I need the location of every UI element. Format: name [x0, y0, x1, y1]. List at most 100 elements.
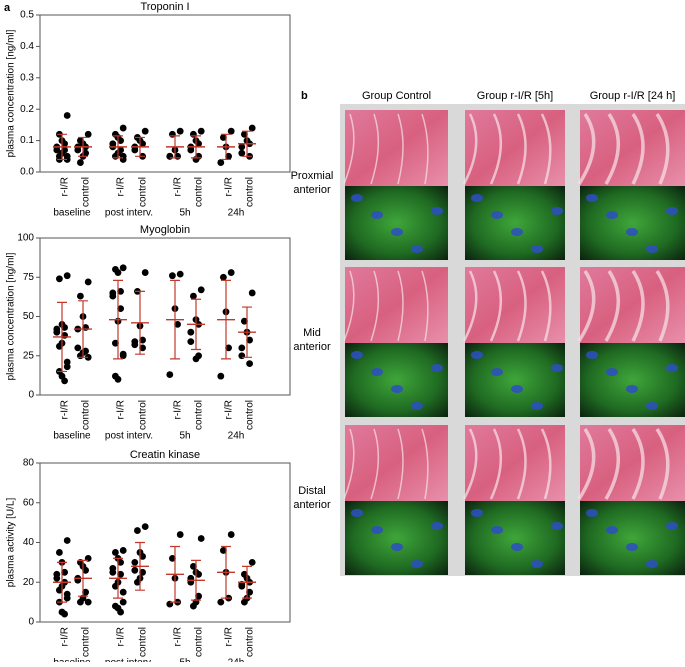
- x-tick-label: control: [194, 400, 205, 430]
- data-point: [238, 352, 246, 360]
- data-point: [63, 594, 71, 602]
- data-point: [63, 112, 71, 119]
- data-point: [74, 146, 82, 154]
- tissue-streak: [421, 428, 429, 500]
- row-label: anterior: [293, 184, 331, 196]
- data-point: [117, 558, 124, 566]
- panel-label: a: [4, 2, 11, 14]
- tissue-streak: [655, 113, 670, 185]
- data-point: [61, 610, 68, 618]
- group-label: 5h: [179, 658, 190, 662]
- data-point: [225, 344, 233, 352]
- tissue-streak: [462, 113, 478, 185]
- data-point: [56, 342, 63, 350]
- data-point: [176, 127, 184, 135]
- data-point: [114, 375, 122, 383]
- x-tick-label: control: [138, 400, 149, 430]
- tissue-streak: [421, 113, 429, 185]
- x-tick-label: r-I/R: [60, 400, 71, 419]
- nucleus: [551, 364, 563, 372]
- data-point: [119, 547, 127, 554]
- data-point: [119, 588, 127, 596]
- data-point: [238, 582, 246, 590]
- row-label: anterior: [293, 499, 331, 511]
- data-point: [238, 344, 246, 352]
- data-point: [61, 377, 68, 385]
- data-point: [227, 127, 235, 135]
- y-tick-label: 0: [28, 617, 34, 628]
- data-point: [192, 355, 200, 363]
- data-point: [238, 143, 246, 151]
- y-tick-label: 0: [28, 390, 34, 401]
- x-tick-label: control: [245, 177, 256, 207]
- data-point: [187, 338, 195, 346]
- group-label: 24h: [228, 208, 245, 219]
- nucleus: [626, 543, 638, 551]
- y-tick-label: 50: [23, 311, 35, 322]
- data-point: [77, 598, 84, 606]
- nucleus: [531, 402, 543, 410]
- nucleus: [471, 351, 483, 359]
- nucleus: [666, 364, 678, 372]
- data-point: [82, 566, 89, 574]
- data-point: [63, 358, 71, 366]
- data-point: [139, 344, 147, 352]
- tissue-streak: [462, 428, 478, 500]
- data-point: [174, 320, 182, 328]
- data-point: [61, 324, 68, 331]
- data-point: [220, 547, 227, 554]
- data-point: [176, 531, 184, 538]
- data-point: [197, 127, 205, 135]
- data-point: [77, 159, 84, 166]
- x-tick-label: r-I/R: [60, 177, 71, 196]
- tissue-streak: [397, 113, 404, 185]
- tissue-streak: [577, 113, 596, 185]
- x-tick-label: control: [81, 400, 92, 430]
- data-point: [217, 372, 225, 380]
- tissue-streak: [655, 270, 670, 342]
- tissue-streak: [370, 270, 380, 342]
- nucleus: [411, 402, 423, 410]
- data-point: [131, 146, 139, 154]
- data-point: [141, 269, 149, 276]
- data-point: [77, 292, 84, 300]
- nucleus: [606, 211, 618, 219]
- group-label: 24h: [228, 431, 245, 442]
- tissue-streak: [516, 113, 527, 185]
- group-label: post interv.: [105, 658, 153, 662]
- x-tick-label: r-I/R: [224, 400, 235, 419]
- tissue-streak: [489, 113, 503, 185]
- tissue-streak: [370, 113, 380, 185]
- nucleus: [491, 211, 503, 219]
- nucleus: [391, 228, 403, 236]
- nucleus: [351, 509, 363, 517]
- tissue-streak: [604, 428, 621, 500]
- data-point: [61, 568, 68, 576]
- column-header: Group r-I/R [5h]: [477, 90, 553, 102]
- nucleus: [586, 194, 598, 202]
- nucleus: [551, 207, 563, 215]
- y-tick-label: 0.1: [20, 135, 34, 146]
- data-point: [241, 317, 248, 325]
- tissue-streak: [540, 113, 552, 185]
- he-image: [345, 110, 448, 186]
- tissue-streak: [370, 428, 380, 500]
- x-tick-label: control: [194, 177, 205, 207]
- x-tick-label: control: [81, 627, 92, 657]
- x-tick-label: control: [245, 400, 256, 430]
- data-point: [139, 140, 147, 148]
- data-point: [195, 592, 203, 600]
- nucleus: [626, 228, 638, 236]
- nucleus: [531, 560, 543, 568]
- group-label: post interv.: [105, 208, 153, 219]
- tissue-streak: [540, 270, 552, 342]
- data-point: [190, 562, 197, 570]
- he-image: [345, 425, 448, 501]
- data-point: [187, 328, 195, 336]
- data-point: [248, 289, 256, 297]
- y-tick-label: 0.2: [20, 104, 34, 115]
- data-point: [61, 140, 68, 148]
- x-tick-label: r-I/R: [224, 177, 235, 196]
- data-point: [119, 598, 127, 606]
- x-tick-label: r-I/R: [60, 627, 71, 646]
